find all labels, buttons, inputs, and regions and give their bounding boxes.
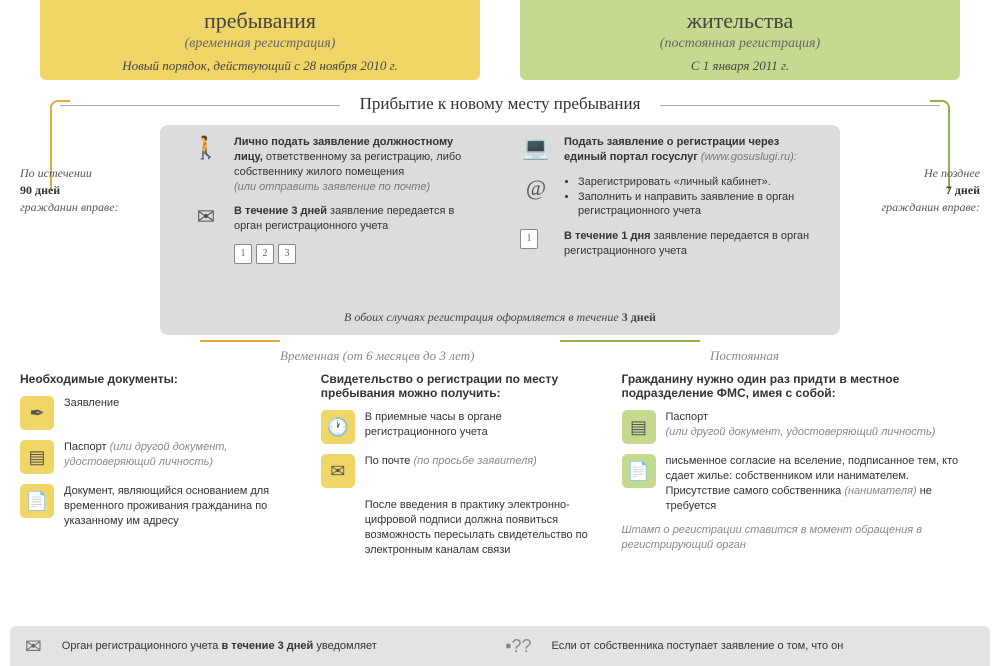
col-receive-title: Свидетельство о регистрации по месту пре…: [321, 372, 597, 400]
side-note-left: По истечении 90 дней гражданин вправе:: [20, 165, 150, 215]
document-icon: 📄: [20, 484, 54, 518]
side-right-post: гражданин вправе:: [881, 200, 980, 214]
flow-online: 💻 Подать заявление о регистрации через е…: [520, 135, 810, 269]
perm-i2: письменное согласие на вселение, подписа…: [666, 455, 959, 482]
side-left-post: гражданин вправе:: [20, 200, 119, 214]
footer-envelope-icon: ✉: [25, 634, 42, 659]
col-perm: Гражданину нужно один раз придти в местн…: [622, 372, 980, 565]
flow-l-s1-body: ответственному за регистрацию, либо собс…: [234, 151, 461, 178]
consent-icon: 📄: [622, 454, 656, 488]
process-box: 🚶 Лично подать заявление должностному ли…: [160, 125, 840, 335]
mail-icon: ✉: [321, 454, 355, 488]
side-left-days: 90 дней: [20, 182, 150, 199]
branch-label-perm: Постоянная: [710, 348, 779, 364]
perm-i2b-note: (нанимателя): [844, 485, 916, 497]
passport-icon: ▤: [20, 440, 54, 474]
question-icon: •??: [505, 636, 531, 657]
flow-r-bul2: Заполнить и направить заявление в орган …: [578, 190, 810, 220]
computer-icon: 💻: [520, 135, 552, 161]
envelope-icon: ✉: [190, 204, 222, 230]
at-icon: @: [520, 175, 552, 201]
flow-r-s1-url: (www.gosuslugi.ru):: [701, 151, 797, 163]
footer-bar: ✉ Орган регистрационного учета в течение…: [10, 626, 990, 666]
col-docs-title: Необходимые документы:: [20, 372, 296, 386]
passport-green-icon: ▤: [622, 410, 656, 444]
perm-i2b: Присутствие самого собственника: [666, 485, 845, 497]
flow-l-s2-pre: В течение 3 дней: [234, 205, 327, 217]
header-right-date: С 1 января 2011 г.: [540, 58, 940, 74]
docs-i3: Документ, являющийся основанием для врем…: [64, 484, 296, 529]
columns-area: Необходимые документы: ✒ Заявление ▤ Пас…: [20, 372, 980, 565]
col-docs: Необходимые документы: ✒ Заявление ▤ Пас…: [20, 372, 296, 565]
branch-arrow-temp: [200, 340, 280, 342]
pen-icon: ✒: [20, 396, 54, 430]
side-left-pre: По истечении: [20, 166, 92, 180]
cal-2: 2: [256, 244, 274, 264]
header-left-date: Новый порядок, действующий с 28 ноября 2…: [60, 58, 460, 74]
both-cases-note: В обоих случаях регистрация оформляется …: [160, 310, 840, 325]
cal-3: 3: [278, 244, 296, 264]
arrival-title: Прибытие к новому месту пребывания: [0, 94, 1000, 114]
receive-i3: После введения в практику электронно-циф…: [365, 498, 597, 557]
footer-text-right: Если от собственника поступает заявление…: [552, 640, 975, 652]
docs-i2: Паспорт: [64, 441, 110, 453]
branch-arrow-perm: [560, 340, 700, 342]
header-permanent: жительства (постоянная регистрация) С 1 …: [520, 0, 960, 80]
footer-text-left: Орган регистрационного учета в течение 3…: [62, 640, 485, 652]
side-right-pre: Не позднее: [924, 166, 980, 180]
calendar-icon: 1: [520, 229, 552, 249]
person-icon: 🚶: [190, 135, 222, 161]
clock-icon: 🕐: [321, 410, 355, 444]
stamp-note: Штамп о регистрации ставится в момент об…: [622, 523, 980, 552]
header-right-subtitle: (постоянная регистрация): [540, 36, 940, 52]
col-receive: Свидетельство о регистрации по месту пре…: [321, 372, 597, 565]
side-right-days: 7 дней: [850, 182, 980, 199]
cal-1: 1: [234, 244, 252, 264]
header-temporary: пребывания (временная регистрация) Новый…: [40, 0, 480, 80]
perm-i1-note: (или другой документ, удостоверяющий лич…: [666, 426, 936, 438]
header-left-title: пребывания: [60, 8, 460, 34]
flow-r-s2-pre: В течение 1 дня: [564, 230, 651, 242]
receive-i2-note: (по просьбе заявителя): [413, 455, 536, 467]
flow-l-s1-note: (или отправить заявление по почте): [234, 181, 430, 193]
branch-label-temp: Временная (от 6 месяцев до 3 лет): [280, 348, 474, 364]
flow-r-bul1: Зарегистрировать «личный кабинет».: [578, 175, 810, 190]
receive-i2: По почте: [365, 455, 414, 467]
side-note-right: Не позднее 7 дней гражданин вправе:: [850, 165, 980, 215]
flow-in-person: 🚶 Лично подать заявление должностному ли…: [190, 135, 480, 264]
receive-i1: В приемные часы в органе регистрационног…: [365, 410, 597, 440]
col-perm-title: Гражданину нужно один раз придти в местн…: [622, 372, 980, 400]
perm-i1: Паспорт: [666, 411, 709, 423]
header-left-subtitle: (временная регистрация): [60, 36, 460, 52]
docs-i1: Заявление: [64, 396, 119, 411]
calendar-3days: 1 2 3: [234, 244, 480, 264]
header-right-title: жительства: [540, 8, 940, 34]
